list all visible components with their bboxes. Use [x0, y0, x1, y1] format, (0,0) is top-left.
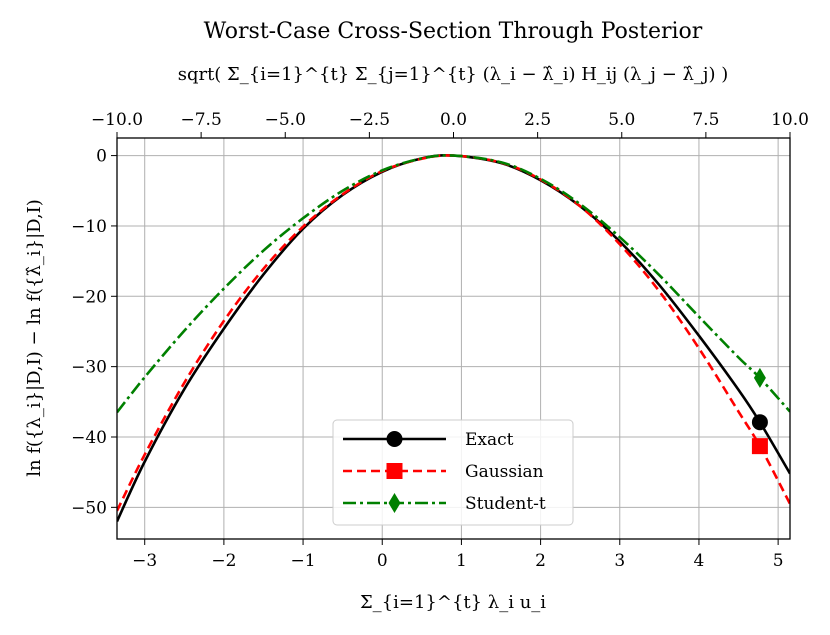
series-marker-exact	[751, 414, 768, 431]
x-tick-label: −3	[132, 551, 157, 571]
chart-title: Worst-Case Cross-Section Through Posteri…	[204, 19, 703, 44]
top-axis-label: sqrt( Σ_{i=1}^{t} Σ_{j=1}^{t} (λ_i − λ̂_…	[178, 64, 729, 85]
y-tick-label: −10	[71, 217, 107, 237]
x-tick-label: 4	[694, 551, 705, 571]
top-tick-label: 7.5	[692, 110, 719, 130]
y-tick-label: −20	[71, 287, 107, 307]
curves	[117, 154, 790, 522]
y-tick-label: −30	[71, 358, 107, 378]
top-tick-label: 5.0	[608, 110, 635, 130]
x-tick-label: 2	[535, 551, 546, 571]
x-tick-label: −1	[291, 551, 316, 571]
legend-marker-student-t	[388, 493, 401, 513]
series-marker-gaussian	[751, 438, 768, 455]
legend-label-student-t: Student-t	[465, 494, 546, 514]
legend-marker-gaussian	[386, 463, 403, 479]
top-tick-label: 0.0	[440, 110, 467, 130]
top-tick-label: −7.5	[180, 110, 221, 130]
axis-ticks: −3 −2 −1 0 1 2 3 4 50−10−20−30−40−50−10.0 −7.5 −5.…	[71, 110, 809, 571]
x-tick-label: −2	[211, 551, 236, 571]
y-tick-label: −50	[71, 498, 107, 518]
x-axis-label: Σ_{i=1}^{t} λ_i u_i	[360, 592, 546, 613]
x-tick-label: 3	[614, 551, 625, 571]
top-tick-label: −10.0	[91, 110, 143, 130]
top-tick-label: −2.5	[349, 110, 390, 130]
legend-label-exact: Exact	[465, 430, 514, 450]
x-tick-label: 1	[456, 551, 467, 571]
legend-marker-exact	[386, 431, 403, 447]
y-axis-label: ln f({λ_i}|D,I) − ln f({λ̂_i}|D,I)	[24, 199, 45, 477]
top-tick-label: 10.0	[771, 110, 809, 130]
legend: Exact Gaussian Student-t	[332, 419, 574, 526]
legend-label-gaussian: Gaussian	[465, 462, 544, 482]
series-marker-student-t	[753, 367, 766, 388]
top-tick-label: 2.5	[524, 110, 551, 130]
x-tick-label: 0	[377, 551, 388, 571]
top-tick-label: −5.0	[265, 110, 306, 130]
series-line-student-t	[117, 154, 790, 414]
y-tick-label: 0	[96, 147, 107, 167]
x-tick-label: 5	[773, 551, 784, 571]
series-markers	[751, 367, 768, 455]
y-tick-label: −40	[71, 428, 107, 448]
